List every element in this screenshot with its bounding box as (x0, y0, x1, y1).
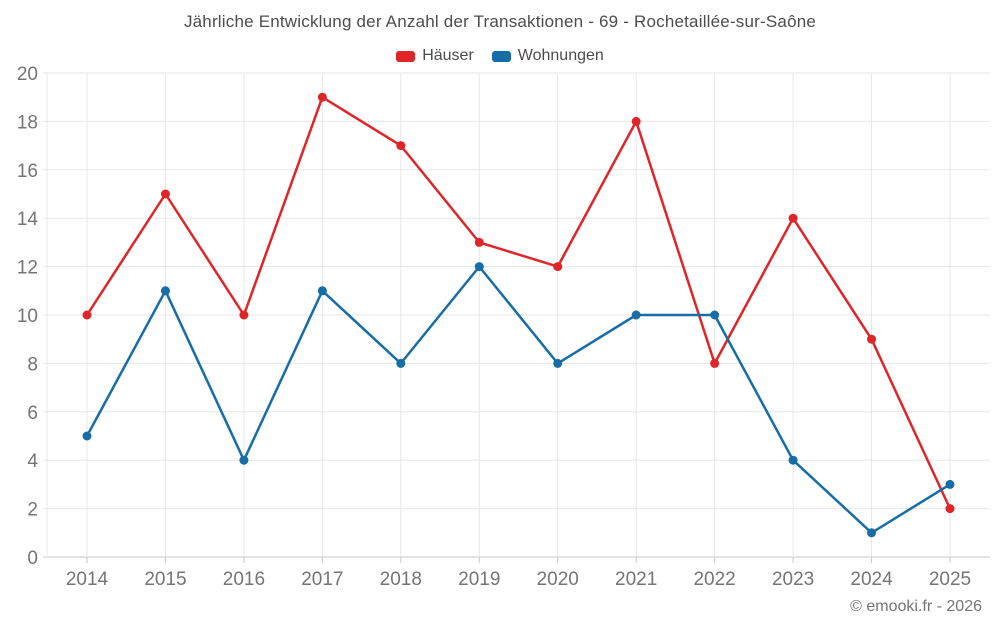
x-tick-label: 2016 (223, 569, 265, 590)
y-tick-label: 16 (17, 161, 38, 182)
x-tick-label: 2024 (850, 569, 893, 590)
data-point-wohnungen-2017[interactable] (317, 286, 327, 296)
data-point-wohnungen-2018[interactable] (396, 358, 406, 368)
y-tick-label: 8 (27, 354, 38, 375)
x-tick-label: 2019 (458, 569, 500, 590)
y-tick-label: 10 (17, 306, 38, 327)
y-tick-label: 20 (17, 64, 38, 85)
data-point-hauser-2021[interactable] (631, 116, 641, 126)
footer-credit: © emooki.fr - 2026 (850, 598, 982, 615)
data-point-hauser-2024[interactable] (867, 334, 877, 344)
data-point-hauser-2015[interactable] (160, 189, 170, 199)
data-point-wohnungen-2021[interactable] (631, 310, 641, 320)
data-point-hauser-2025[interactable] (945, 504, 955, 514)
data-point-hauser-2018[interactable] (396, 141, 406, 151)
x-tick-label: 2022 (693, 569, 735, 590)
data-point-wohnungen-2023[interactable] (788, 455, 798, 465)
legend-swatch-hauser (396, 50, 416, 62)
legend-label: Häuser (422, 47, 474, 64)
x-tick-label: 2017 (301, 569, 343, 590)
data-point-wohnungen-2016[interactable] (239, 455, 249, 465)
y-tick-label: 12 (17, 258, 38, 279)
x-tick-label: 2020 (537, 569, 579, 590)
x-tick-label: 2021 (615, 569, 657, 590)
y-tick-label: 6 (27, 403, 38, 424)
data-point-wohnungen-2020[interactable] (553, 358, 563, 368)
chart-legend: Häuser Wohnungen (0, 47, 1000, 65)
data-point-hauser-2020[interactable] (553, 262, 563, 272)
legend-label: Wohnungen (517, 47, 604, 64)
y-tick-label: 4 (27, 451, 38, 472)
y-tick-label: 0 (27, 548, 38, 569)
legend-swatch-wohnungen (491, 50, 511, 62)
data-point-wohnungen-2024[interactable] (867, 528, 877, 538)
data-point-hauser-2023[interactable] (788, 213, 798, 223)
data-point-hauser-2022[interactable] (710, 358, 720, 368)
data-point-wohnungen-2022[interactable] (710, 310, 720, 320)
x-tick-label: 2018 (380, 569, 422, 590)
data-point-hauser-2017[interactable] (317, 92, 327, 102)
x-tick-label: 2014 (66, 569, 109, 590)
data-point-wohnungen-2019[interactable] (474, 262, 484, 272)
legend-item-hauser[interactable]: Häuser (396, 47, 474, 65)
data-point-wohnungen-2015[interactable] (160, 286, 170, 296)
y-tick-label: 2 (27, 500, 38, 521)
data-point-wohnungen-2025[interactable] (945, 479, 955, 489)
data-point-hauser-2019[interactable] (474, 237, 484, 247)
legend-item-wohnungen[interactable]: Wohnungen (491, 47, 604, 65)
x-tick-label: 2025 (929, 569, 971, 590)
series-line-hauser (85, 95, 952, 510)
x-tick-label: 2023 (772, 569, 814, 590)
series-line-wohnungen (85, 265, 952, 535)
y-tick-label: 18 (17, 112, 38, 133)
data-point-wohnungen-2014[interactable] (82, 431, 92, 441)
data-point-hauser-2016[interactable] (239, 310, 249, 320)
chart-title: Jährliche Entwicklung der Anzahl der Tra… (183, 12, 817, 31)
data-point-hauser-2014[interactable] (82, 310, 92, 320)
y-tick-label: 14 (17, 209, 39, 230)
x-tick-label: 2015 (144, 569, 186, 590)
